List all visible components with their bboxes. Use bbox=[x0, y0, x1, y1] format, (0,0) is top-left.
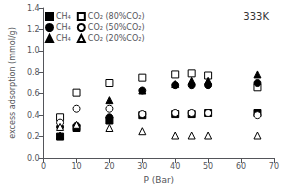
svg-text:0.4: 0.4 bbox=[27, 111, 40, 120]
svg-text:50: 50 bbox=[203, 162, 213, 171]
svg-text:0: 0 bbox=[41, 162, 46, 171]
svg-text:CO₂ (50%CO₂): CO₂ (50%CO₂) bbox=[88, 23, 145, 32]
svg-text:40: 40 bbox=[170, 162, 180, 171]
svg-text:CO₂ (20%CO₂): CO₂ (20%CO₂) bbox=[88, 34, 145, 43]
svg-text:0.6: 0.6 bbox=[27, 89, 40, 98]
svg-text:P (Bar): P (Bar) bbox=[143, 175, 174, 185]
svg-text:1.0: 1.0 bbox=[27, 46, 40, 55]
svg-text:1.4: 1.4 bbox=[27, 4, 40, 13]
svg-text:excess adsorption (mmol/g): excess adsorption (mmol/g) bbox=[8, 27, 17, 139]
svg-text:0.2: 0.2 bbox=[27, 132, 40, 141]
svg-text:0.0: 0.0 bbox=[27, 154, 40, 163]
svg-text:1.2: 1.2 bbox=[27, 25, 40, 34]
svg-text:CO₂ (80%CO₂): CO₂ (80%CO₂) bbox=[88, 12, 145, 21]
svg-text:60: 60 bbox=[236, 162, 246, 171]
svg-text:30: 30 bbox=[137, 162, 147, 171]
svg-text:0.8: 0.8 bbox=[27, 68, 40, 77]
svg-text:CH₄: CH₄ bbox=[56, 23, 71, 32]
svg-text:10: 10 bbox=[71, 162, 81, 171]
svg-text:333K: 333K bbox=[243, 11, 269, 22]
svg-text:70: 70 bbox=[269, 162, 279, 171]
svg-text:CH₄: CH₄ bbox=[56, 34, 71, 43]
svg-text:20: 20 bbox=[104, 162, 114, 171]
svg-text:CH₄: CH₄ bbox=[56, 12, 71, 21]
